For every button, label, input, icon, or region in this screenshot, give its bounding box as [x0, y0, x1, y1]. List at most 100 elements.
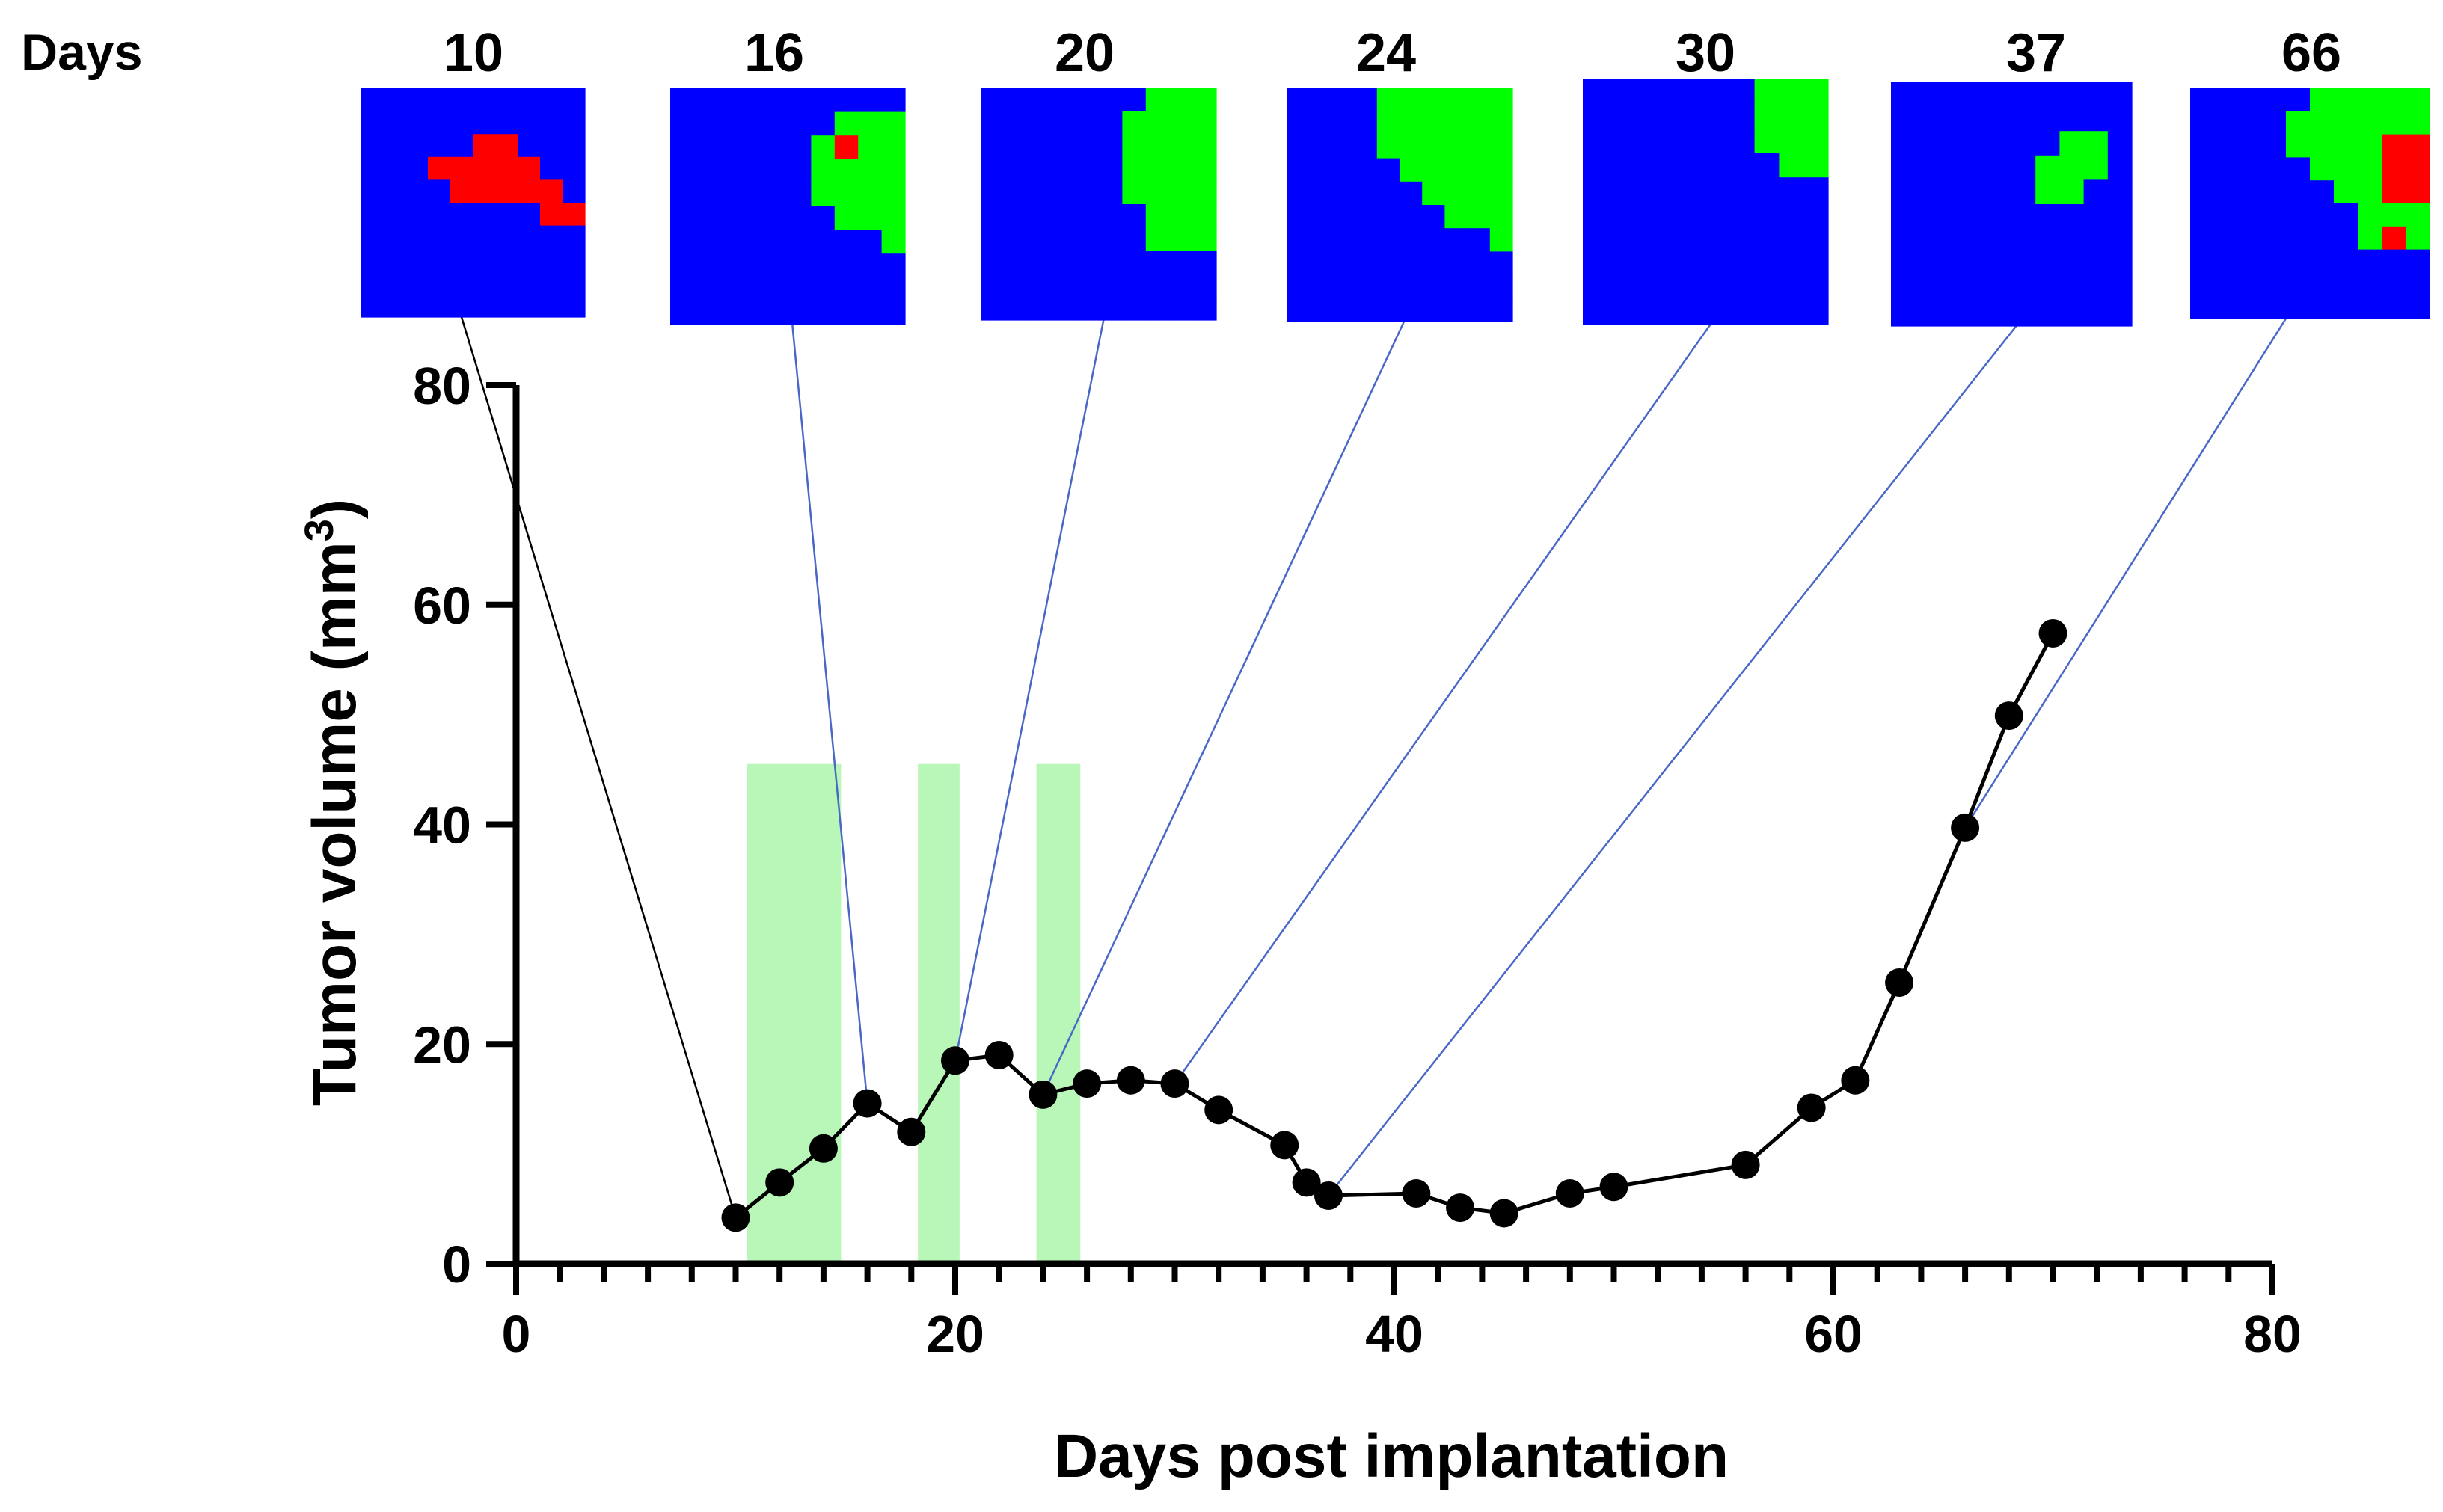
- snapshot-cell: [741, 230, 764, 254]
- snapshot-cell: [495, 88, 518, 111]
- snapshot-cell: [518, 226, 541, 249]
- snapshot-cell: [1939, 301, 1964, 326]
- snapshot-cell: [518, 88, 541, 111]
- snapshot-cell: [1287, 135, 1310, 159]
- snapshot-cell: [383, 248, 406, 271]
- snapshot-cell: [1681, 202, 1705, 227]
- snapshot-cell: [563, 203, 586, 226]
- snapshot-cell: [2334, 203, 2358, 227]
- snapshot-cell: [835, 135, 859, 159]
- treatment-window-3: [1037, 764, 1081, 1264]
- snapshot-cell: [1490, 251, 1513, 275]
- snapshot-cell: [2214, 88, 2239, 111]
- snapshot-cell: [1964, 301, 1988, 326]
- snapshot-cell: [1632, 104, 1657, 129]
- snapshot-cell: [1891, 156, 1916, 180]
- snapshot-cell: [1803, 300, 1828, 325]
- snapshot-cell: [2334, 111, 2358, 135]
- snapshot-cell: [1400, 182, 1423, 206]
- snapshot-cell: [2084, 277, 2109, 302]
- snapshot-cell: [693, 253, 717, 277]
- data-point: [1161, 1069, 1189, 1098]
- snapshot-cell: [1029, 227, 1052, 251]
- snapshot-cell: [1468, 159, 1491, 182]
- data-point: [985, 1041, 1014, 1069]
- snapshot-cell: [1987, 179, 2012, 204]
- snapshot-cell: [1755, 79, 1780, 104]
- snapshot-cell: [383, 271, 406, 295]
- leader-line-day-24: [1043, 322, 1404, 1095]
- snapshot-cell: [1099, 251, 1123, 274]
- snapshot-cell: [1656, 202, 1681, 227]
- snapshot-cell: [1705, 202, 1730, 227]
- data-point: [1117, 1066, 1145, 1095]
- snapshot-cell: [1583, 79, 1607, 104]
- snapshot-cell: [1422, 135, 1445, 159]
- snapshot-cell: [1400, 228, 1423, 252]
- snapshot-cell: [518, 157, 541, 180]
- snapshot-cell: [2011, 301, 2036, 326]
- snapshot-cell: [1939, 82, 1964, 107]
- snapshot-cell: [1287, 88, 1310, 112]
- snapshot-cell: [2108, 131, 2133, 156]
- data-point: [765, 1168, 794, 1196]
- snapshot-cell: [1331, 182, 1355, 206]
- leader-line-day-66: [1965, 319, 2286, 828]
- snapshot-cell: [1656, 177, 1681, 202]
- snapshot-cell: [1755, 300, 1780, 325]
- snapshot-cell: [1005, 251, 1029, 274]
- snapshot-cell: [1779, 177, 1803, 202]
- snapshot-cell: [2406, 157, 2430, 180]
- snapshot-cell: [811, 206, 835, 230]
- snapshot-cell: [1099, 135, 1123, 159]
- snapshot-leader-lines: [462, 317, 2286, 1217]
- snapshot-cell: [405, 294, 429, 317]
- snapshot-cell: [473, 294, 496, 317]
- y-tick-label: 80: [413, 357, 471, 415]
- snapshot-cell: [2214, 180, 2239, 203]
- snapshot-cell: [1656, 79, 1681, 104]
- snapshot-cell: [717, 206, 741, 230]
- snapshot-cell: [1377, 251, 1400, 275]
- snapshot-cell: [1444, 135, 1468, 159]
- snapshot-cell: [1656, 300, 1681, 325]
- snapshot-cell: [1705, 79, 1730, 104]
- snapshot-cell: [2286, 295, 2311, 319]
- snapshot-cell: [1355, 182, 1378, 206]
- snapshot-cell: [2238, 295, 2263, 319]
- snapshot-cell: [1755, 202, 1780, 227]
- snapshot-cell: [1076, 135, 1100, 159]
- snapshot-cell: [1029, 297, 1052, 321]
- snapshot-cell: [1803, 129, 1828, 153]
- snapshot-day-label: 10: [444, 23, 503, 83]
- x-tick-label: 40: [1365, 1305, 1423, 1363]
- snapshot-cell: [2358, 203, 2382, 227]
- snapshot-cell: [693, 206, 717, 230]
- snapshot-cell: [2310, 88, 2335, 111]
- snapshot-cell: [2011, 179, 2036, 204]
- snapshot-cell: [1468, 111, 1491, 135]
- snapshot-cell: [1915, 277, 1940, 302]
- snapshot-cell: [835, 112, 859, 136]
- snapshot-cell: [1803, 202, 1828, 227]
- snapshot-cell: [361, 271, 384, 295]
- snapshot-cell: [1891, 277, 1916, 302]
- x-tick-label: 0: [502, 1305, 531, 1363]
- snapshot-cell: [788, 206, 812, 230]
- snapshot-cell: [1583, 177, 1607, 202]
- snapshot-cell: [405, 203, 429, 226]
- snapshot-cell: [361, 88, 384, 111]
- snapshot-cell: [2334, 157, 2358, 180]
- snapshot-cell: [670, 253, 694, 277]
- snapshot-cell: [2035, 107, 2060, 132]
- snapshot-cell: [741, 135, 764, 159]
- snapshot-cell: [1607, 129, 1632, 153]
- snapshot-cell: [518, 134, 541, 157]
- snapshot-cell: [1029, 251, 1052, 274]
- snapshot-day-label: 20: [1055, 23, 1115, 83]
- snapshot-cell: [2406, 227, 2430, 250]
- snapshot-cell: [1490, 159, 1513, 182]
- snapshot-cell: [1076, 251, 1100, 274]
- snapshot-cell: [1331, 88, 1355, 112]
- snapshot-cell: [2059, 277, 2084, 302]
